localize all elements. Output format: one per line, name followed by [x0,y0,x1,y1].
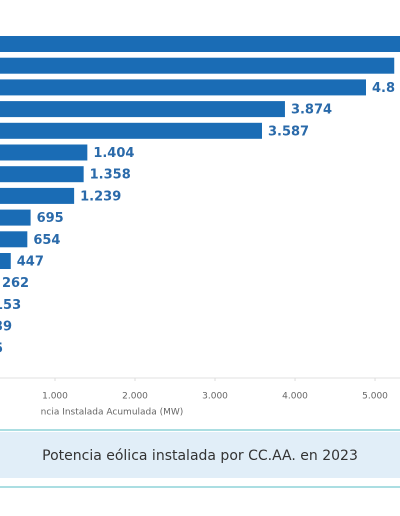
value-label: 262 [2,276,29,291]
caption-box [0,432,400,478]
bar [0,209,31,226]
value-label: 153 [0,298,21,313]
value-label: 5 [0,341,3,356]
value-label: 3.587 [268,124,309,139]
bar [0,101,285,118]
x-tick-label: 2.000 [122,392,148,402]
value-label: 3.874 [291,103,332,118]
bar [0,166,84,183]
bar [0,36,400,52]
bar [0,79,366,96]
bar [0,253,11,269]
value-label: 39 [0,320,12,335]
x-tick-label: 4.000 [282,392,308,402]
value-label: 1.404 [93,146,134,161]
value-label: 1.239 [80,189,121,204]
x-axis-label: ncia Instalada Acumulada (MW) [41,408,184,418]
bar [0,231,28,248]
x-tick-label: 5.000 [362,392,388,402]
value-label: 1.358 [90,168,131,183]
bar [0,144,88,161]
caption: Potencia eólica instalada por CC.AA. en … [42,448,358,464]
value-label: 654 [33,233,60,248]
value-label: 695 [37,211,64,226]
x-tick-label: 3.000 [202,392,228,402]
value-label: 447 [17,255,44,270]
x-tick-label: 1.000 [42,392,68,402]
bar [0,57,395,74]
bar [0,187,75,204]
value-label: 4.8 [372,81,395,96]
bar [0,122,262,139]
